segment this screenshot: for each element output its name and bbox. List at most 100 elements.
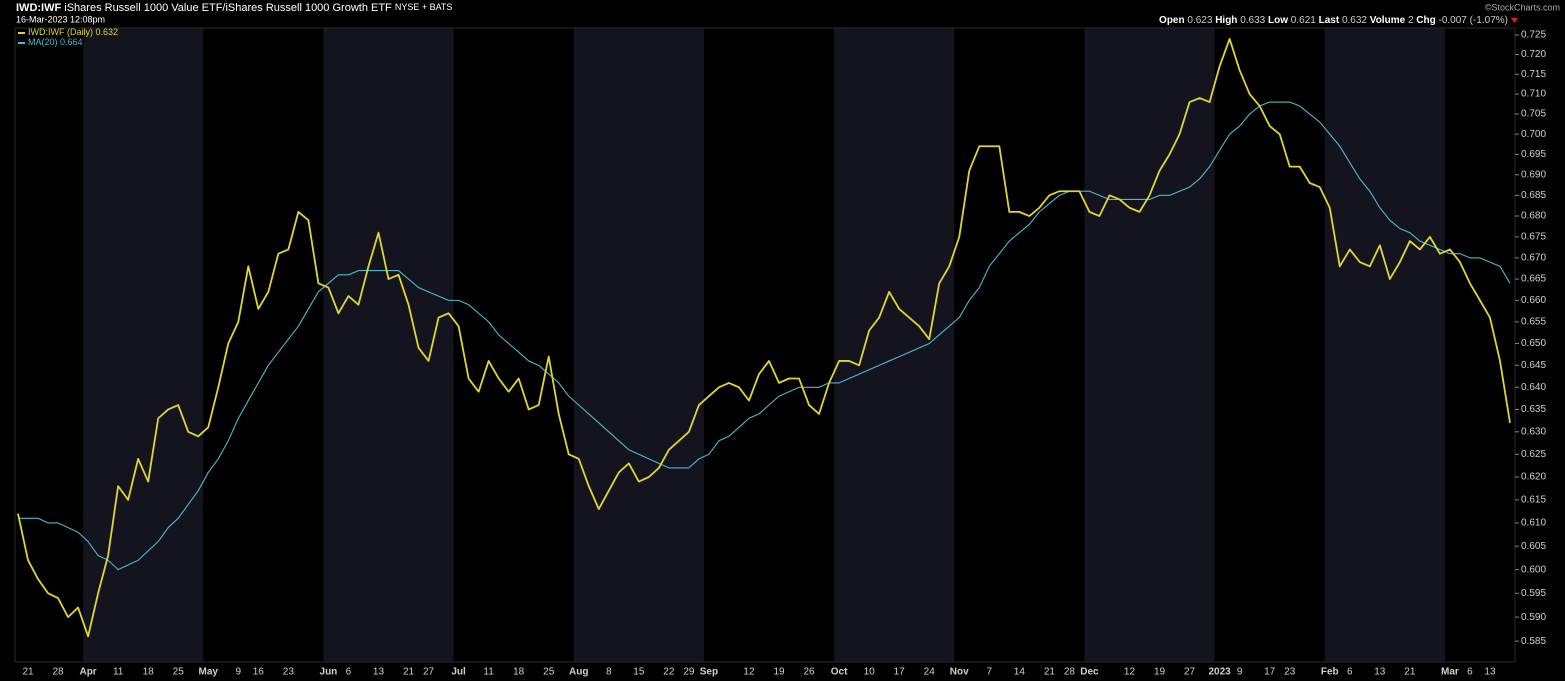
x-tick-label: 14 — [1014, 667, 1026, 678]
x-tick-label: Aug — [569, 667, 588, 678]
x-tick-label: 19 — [1154, 667, 1166, 678]
quote-label: Volume — [1370, 15, 1406, 26]
y-tick-label: 0.610 — [1521, 518, 1546, 529]
x-tick-label: 13 — [373, 667, 385, 678]
y-tick-label: 0.620 — [1521, 472, 1546, 483]
x-tick-label: 21 — [22, 667, 34, 678]
x-tick-label: 23 — [1284, 667, 1296, 678]
x-tick-label: 6 — [1347, 667, 1353, 678]
month-band — [573, 28, 704, 662]
y-tick-label: 0.590 — [1521, 612, 1546, 623]
quote-label: Low — [1268, 15, 1288, 26]
exchange: NYSE + BATS — [395, 2, 453, 12]
x-tick-label: 6 — [346, 667, 352, 678]
x-tick-label: 19 — [773, 667, 785, 678]
month-band — [834, 28, 955, 662]
x-tick-label: 29 — [683, 667, 695, 678]
x-tick-label: 8 — [606, 667, 612, 678]
x-tick-label: 9 — [1237, 667, 1243, 678]
quote-value: 0.633 — [1240, 15, 1265, 26]
month-band — [83, 28, 204, 662]
y-tick-label: 0.660 — [1521, 295, 1546, 306]
y-tick-label: 0.665 — [1521, 274, 1546, 285]
x-tick-label: 15 — [633, 667, 645, 678]
legend-entry: IWD:IWF (Daily) 0.632 — [28, 27, 118, 37]
plot-frame — [14, 27, 1516, 663]
chart-title: iShares Russell 1000 Value ETF/iShares R… — [64, 2, 392, 14]
x-tick-label: 25 — [543, 667, 555, 678]
y-tick-label: 0.645 — [1521, 360, 1546, 371]
month-band — [1324, 28, 1445, 662]
month-bands — [83, 28, 1445, 662]
y-tick-label: 0.630 — [1521, 426, 1546, 437]
quote-label: Chg — [1416, 15, 1435, 26]
timestamp: 16-Mar-2023 12:08pm — [16, 14, 105, 24]
y-tick-label: 0.690 — [1521, 169, 1546, 180]
x-tick-label: 11 — [483, 667, 494, 678]
legend-value: 0.664 — [60, 37, 83, 47]
x-tick-label: Jun — [320, 667, 338, 678]
x-tick-label: 21 — [1044, 667, 1056, 678]
quote-label: High — [1215, 15, 1237, 26]
y-tick-label: 0.710 — [1521, 89, 1546, 100]
quote: Open 0.623 High 0.633 Low 0.621 Last 0.6… — [1159, 15, 1508, 26]
quote-value: -0.007 (-1.07%) — [1439, 15, 1508, 26]
y-tick-label: 0.725 — [1521, 30, 1546, 41]
y-tick-label: 0.640 — [1521, 382, 1546, 393]
y-tick-label: 0.605 — [1521, 541, 1546, 552]
y-tick-label: 0.705 — [1521, 109, 1546, 120]
x-tick-label: 12 — [1124, 667, 1136, 678]
y-tick-label: 0.615 — [1521, 495, 1546, 506]
x-tick-label: 17 — [894, 667, 906, 678]
chart-header: IWD:IWF iShares Russell 1000 Value ETF/i… — [16, 2, 452, 14]
x-tick-label: 16 — [253, 667, 265, 678]
y-tick-label: 0.625 — [1521, 449, 1546, 460]
x-tick-label: Oct — [831, 667, 848, 678]
source: ©StockCharts.com — [1485, 2, 1560, 12]
x-tick-label: 12 — [743, 667, 755, 678]
y-tick-label: 0.715 — [1521, 69, 1546, 80]
y-tick-label: 0.650 — [1521, 338, 1546, 349]
y-tick-label: 0.655 — [1521, 316, 1546, 327]
month-band — [323, 28, 454, 662]
x-tick-label: Feb — [1321, 667, 1339, 678]
x-tick-label: Jul — [451, 667, 466, 678]
quote-label: Open — [1159, 15, 1185, 26]
x-tick-label: 6 — [1467, 667, 1473, 678]
x-tick-label: 27 — [1184, 667, 1196, 678]
month-band — [1084, 28, 1215, 662]
legend-entry: MA(20) 0.664 — [28, 37, 83, 47]
x-tick-label: May — [199, 667, 219, 678]
x-tick-label: Apr — [79, 667, 96, 678]
x-tick-label: 23 — [283, 667, 295, 678]
legend-name: IWD:IWF (Daily) — [28, 27, 93, 37]
y-tick-label: 0.670 — [1521, 253, 1546, 264]
x-tick-label: 21 — [1404, 667, 1416, 678]
quote-value: 0.623 — [1187, 15, 1212, 26]
x-tick-label: 28 — [1064, 667, 1076, 678]
x-tick-label: 7 — [987, 667, 993, 678]
x-tick-label: 13 — [1484, 667, 1496, 678]
quote-value: 0.632 — [1342, 15, 1367, 26]
y-tick-label: 0.720 — [1521, 49, 1546, 60]
x-tick-label: 18 — [143, 667, 155, 678]
x-tick-label: Dec — [1080, 667, 1099, 678]
y-tick-label: 0.675 — [1521, 232, 1546, 243]
x-tick-label: Mar — [1441, 667, 1459, 678]
x-tick-label: 22 — [663, 667, 675, 678]
x-tick-label: 28 — [52, 667, 64, 678]
x-tick-label: 13 — [1374, 667, 1386, 678]
quote-label: Last — [1319, 15, 1340, 26]
x-tick-label: 2023 — [1208, 667, 1231, 678]
y-tick-label: 0.695 — [1521, 149, 1546, 160]
series-line — [17, 38, 1511, 638]
x-tick-label: 21 — [403, 667, 415, 678]
x-tick-label: 11 — [113, 667, 124, 678]
x-tick-label: Sep — [700, 667, 718, 678]
quote-value: 2 — [1408, 15, 1414, 26]
x-tick-label: 25 — [173, 667, 185, 678]
x-tick-label: Nov — [950, 667, 969, 678]
legend-name: MA(20) — [28, 37, 58, 47]
